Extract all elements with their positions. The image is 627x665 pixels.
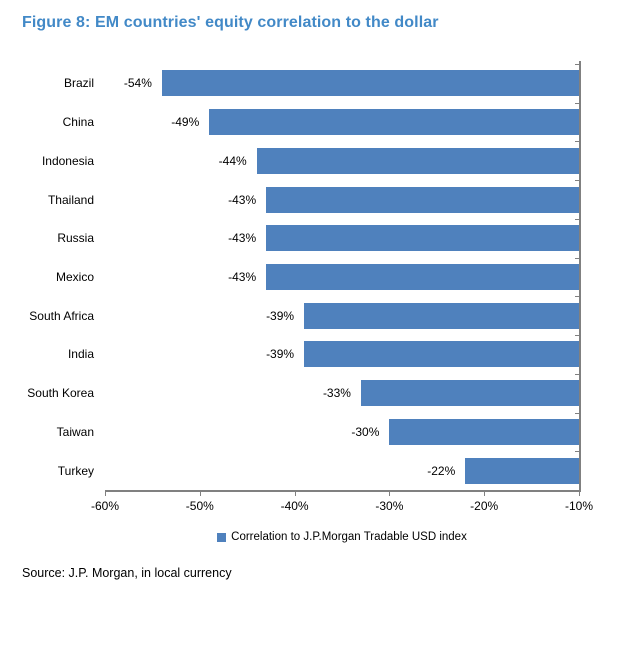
value-label: -39% (266, 347, 295, 362)
category-label: Thailand (47, 192, 94, 207)
category-axis-tick (575, 451, 579, 453)
value-label: -30% (351, 424, 380, 439)
value-label: -22% (427, 463, 456, 478)
x-tick-label: -60% (90, 499, 119, 513)
value-axis-tick (199, 491, 201, 496)
correlation-bar-chart: Correlation to J.P.Morgan Tradable USD i… (27, 61, 593, 545)
bar (256, 147, 579, 174)
category-label: India (67, 347, 94, 362)
value-axis-line (105, 490, 581, 492)
bar (266, 225, 579, 252)
bar (304, 341, 579, 368)
category-label: Turkey (57, 463, 94, 478)
chart-legend: Correlation to J.P.Morgan Tradable USD i… (105, 529, 579, 545)
category-axis-tick (575, 141, 579, 143)
bar (360, 380, 579, 407)
category-label: Mexico (55, 270, 94, 284)
figure-title: Figure 8: EM countries' equity correlati… (22, 14, 439, 31)
value-label: -33% (322, 386, 351, 401)
category-axis-tick (575, 412, 579, 414)
legend-swatch-icon (217, 532, 227, 542)
value-axis-tick (389, 491, 391, 496)
category-axis-line (579, 61, 581, 490)
category-axis-tick (575, 296, 579, 298)
x-tick-label: -10% (564, 499, 593, 513)
category-label: China (62, 115, 94, 130)
category-axis-tick (575, 218, 579, 220)
category-axis-tick (575, 335, 579, 337)
category-label: Russia (57, 231, 94, 246)
category-axis-tick (575, 257, 579, 259)
value-label: -54% (123, 76, 152, 91)
category-axis-tick (575, 64, 579, 65)
bar (389, 418, 579, 445)
category-label: Taiwan (56, 424, 94, 439)
value-label: -39% (266, 308, 295, 323)
category-label: South Africa (29, 308, 94, 323)
category-axis-tick (575, 373, 579, 375)
value-label: -44% (218, 153, 247, 168)
legend-label: Correlation to J.P.Morgan Tradable USD i… (231, 531, 467, 543)
x-tick-label: -40% (280, 499, 309, 513)
category-axis-tick (575, 102, 579, 104)
bar (304, 302, 579, 329)
value-label: -43% (228, 192, 257, 207)
category-label: Indonesia (41, 153, 94, 168)
x-tick-label: -30% (375, 499, 404, 513)
category-label: South Korea (27, 386, 94, 401)
category-label: Brazil (63, 76, 94, 91)
value-label: -49% (171, 115, 200, 130)
category-axis-tick (575, 180, 579, 182)
bar (465, 457, 579, 484)
bar (161, 70, 579, 97)
bar (209, 109, 579, 136)
value-axis-tick (105, 491, 106, 496)
bar (266, 186, 579, 213)
value-label: -43% (228, 231, 257, 246)
value-axis-tick (484, 491, 486, 496)
category-axis-tick (575, 490, 579, 491)
bar (266, 264, 579, 290)
x-tick-label: -50% (185, 499, 214, 513)
value-axis-tick (579, 491, 580, 496)
x-tick-label: -20% (470, 499, 499, 513)
value-label: -43% (228, 270, 257, 284)
value-axis-tick (294, 491, 296, 496)
source-note: Source: J.P. Morgan, in local currency (22, 566, 232, 580)
